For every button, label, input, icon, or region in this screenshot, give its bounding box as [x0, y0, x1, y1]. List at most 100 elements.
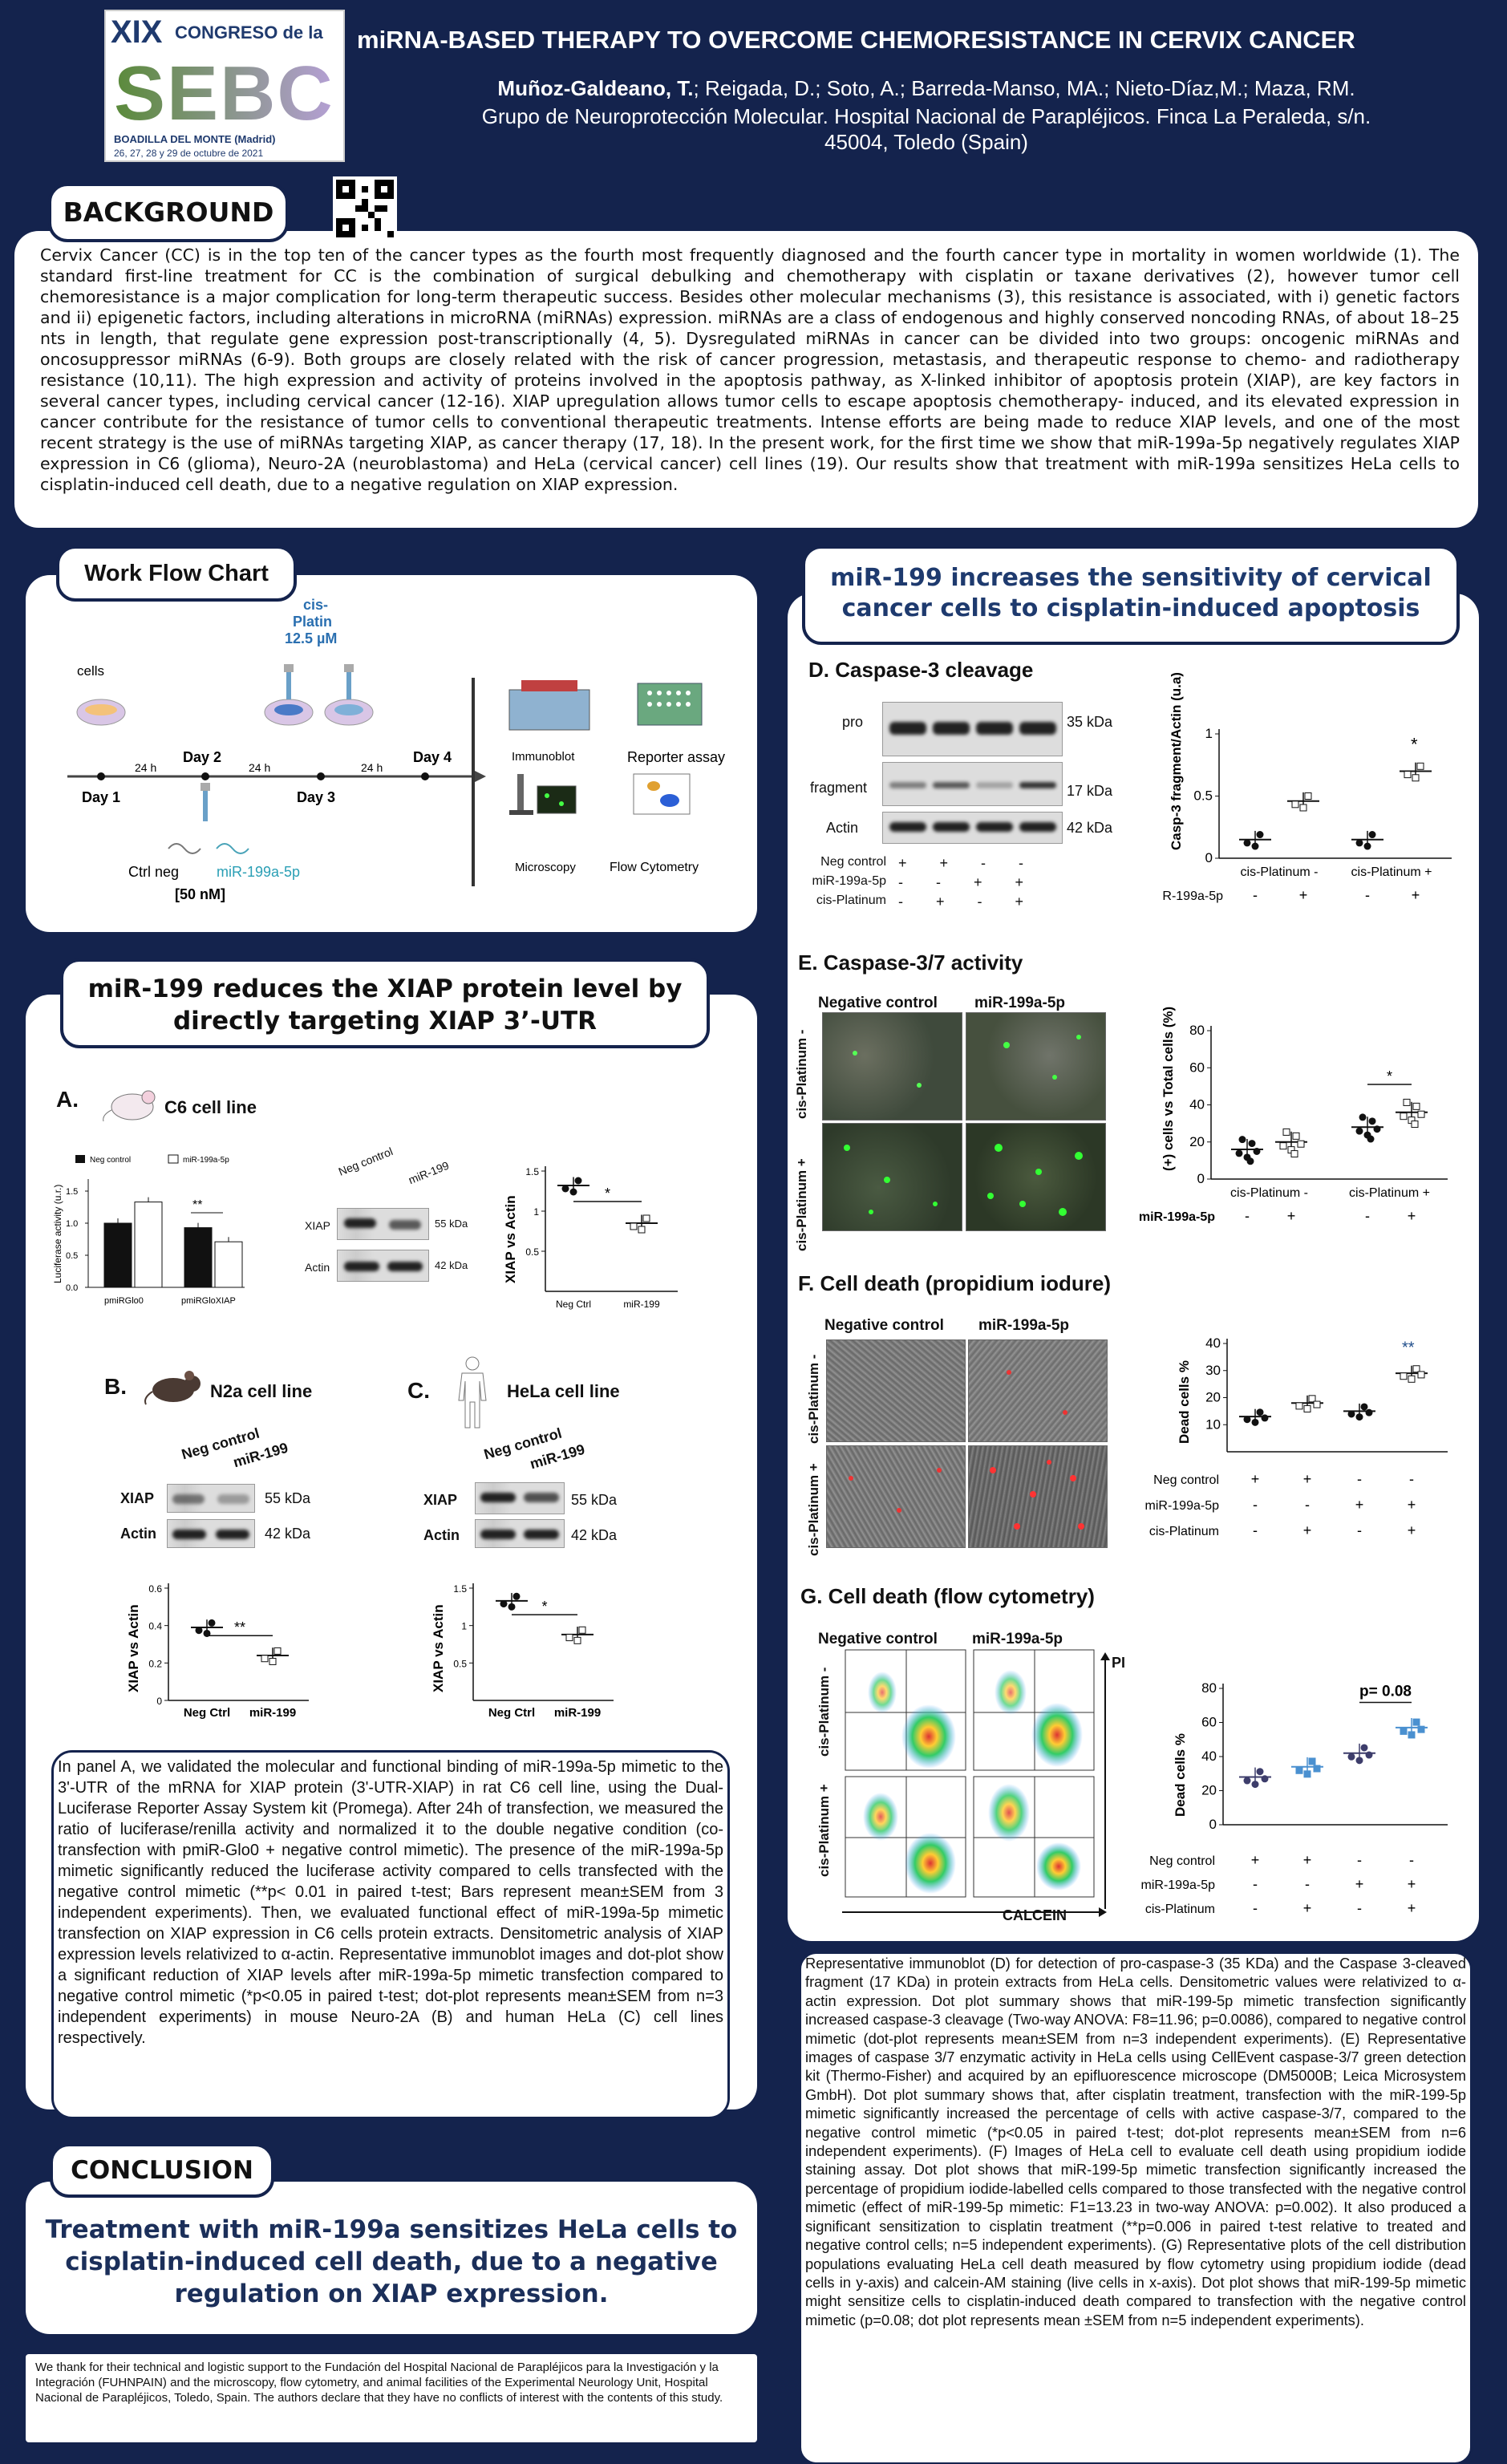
data-point [565, 1634, 573, 1642]
actin-row-label: Actin [120, 1526, 156, 1542]
data-point [638, 1226, 646, 1234]
pro-label: pro [842, 714, 864, 730]
data-point [195, 1627, 203, 1635]
petri-dish-icon [76, 699, 126, 726]
data-point [1313, 1400, 1321, 1408]
kda-17: 17 kDa [1067, 783, 1113, 799]
data-point [1291, 800, 1299, 808]
data-point [1408, 1375, 1416, 1383]
sign: - [1253, 887, 1258, 903]
data-point [1417, 1371, 1425, 1379]
y-tick-label: 0.5 [1193, 788, 1213, 804]
bar [103, 1222, 132, 1288]
data-point [1282, 1128, 1290, 1136]
data-point [1256, 831, 1264, 839]
data-point [642, 1214, 650, 1222]
data-point [1246, 1157, 1254, 1165]
logo-number: XIX [111, 14, 163, 50]
xiap-description: In panel A, we validated the molecular a… [58, 1758, 723, 2047]
x-tick-label: miR-199 [623, 1299, 660, 1310]
sign: - [1365, 1208, 1370, 1223]
data-point [1253, 1147, 1261, 1155]
sign: + [1408, 1208, 1416, 1223]
sign: - [1409, 1471, 1414, 1487]
data-point [1347, 1410, 1355, 1418]
sign: - [1357, 1852, 1362, 1868]
row-cisminus: cis-Platinum - [816, 1667, 832, 1757]
y-tick-label: 0.4 [148, 1621, 162, 1632]
n2a-dotplot: 0 0.2 0.4 0.6 ** XIAP vs Actin Neg Ctrl miR-199 [126, 1583, 309, 1720]
flow-plots [842, 1648, 1099, 1905]
sign: + [1408, 1497, 1416, 1513]
first-author: Muñoz-Galdeano, T. [497, 76, 694, 100]
actin-band [337, 1250, 429, 1282]
significance-mark: ** [192, 1198, 202, 1212]
actin-row-label: Actin [423, 1527, 460, 1543]
y-tick-label: 40 [1205, 1335, 1221, 1351]
conclusion-heading: CONCLUSION [50, 2143, 274, 2198]
c6-label: C6 cell line [164, 1097, 257, 1117]
data-point [261, 1655, 269, 1663]
data-point [630, 1222, 638, 1230]
lane-mir: miR-199 [406, 1158, 451, 1187]
pipette-icon [284, 664, 294, 699]
bar [134, 1202, 163, 1288]
x-group-label: cis-Platinum + [1351, 865, 1432, 879]
sign: + [1303, 1900, 1312, 1916]
y-tick-label: 0 [156, 1696, 162, 1707]
data-point [1251, 842, 1259, 850]
sign: - [1409, 1852, 1414, 1868]
row-cisplus: cis-Platinum + [794, 1158, 809, 1251]
caspase37-dotplot: 0 20 40 60 80 * (+) cells vs Total cells (%) ci… [1139, 1007, 1448, 1223]
day4-label: Day 4 [413, 749, 452, 765]
col-mir: miR-199a-5p [972, 1631, 1063, 1647]
y-tick-label: 0 [1209, 1817, 1217, 1832]
flow-label: Flow Cytometry [610, 861, 699, 874]
col-neg: Negative control [818, 1631, 938, 1647]
xiap-row-label: XIAP [305, 1219, 330, 1232]
significance-mark: * [541, 1599, 547, 1615]
mir-label: miR-199a-5p [217, 864, 300, 880]
kda-42: 42 kDa [571, 1527, 618, 1543]
qr-code-icon[interactable] [333, 176, 397, 241]
data-point [1373, 1125, 1381, 1133]
y-tick-label: 0 [1205, 850, 1213, 865]
sign: + [1287, 1208, 1296, 1223]
data-point [1295, 1766, 1303, 1774]
day1-label: Day 1 [82, 789, 120, 805]
congress-logo: XIX CONGRESO de la SEBC BOADILLA DEL MON… [104, 10, 345, 162]
sign: + [1303, 1852, 1312, 1868]
flow-plot [973, 1776, 1095, 1898]
sign: - [1253, 1876, 1258, 1892]
sign: + [1303, 1471, 1312, 1487]
legend-neg: Neg control [90, 1156, 131, 1165]
data-point [1292, 1132, 1300, 1140]
sign: + [1408, 1900, 1416, 1916]
data-point [1243, 1416, 1251, 1424]
conclusion-text: Treatment with miR-199a sensitizes HeLa … [45, 2215, 738, 2308]
day2-label: Day 2 [183, 749, 221, 765]
data-point [1299, 804, 1307, 812]
logo-congreso: CONGRESO de la [175, 22, 323, 43]
row-label: cis-Platinum [1145, 1903, 1215, 1916]
y-tick-label: 20 [1205, 1390, 1221, 1405]
micrograph-f4 [968, 1445, 1108, 1548]
flow-cytometry-icon [633, 773, 691, 815]
actin-label: Actin [826, 820, 859, 836]
data-point [1235, 1149, 1243, 1157]
micrograph-e4 [966, 1123, 1106, 1231]
data-point [1367, 1135, 1375, 1143]
data-point [1308, 1395, 1316, 1403]
data-point [1355, 839, 1363, 847]
data-point [1261, 1414, 1269, 1422]
bar [214, 1241, 243, 1288]
y-tick-label: 1.5 [66, 1187, 78, 1197]
data-point [1256, 1768, 1264, 1776]
row-cisplus: cis-Platinum + [816, 1784, 832, 1877]
workflow-diagram: cells Day 1 Day 2 Day 3 Day 4 24 h 24 h … [67, 597, 725, 902]
data-point [1417, 1110, 1425, 1118]
workflow-heading: Work Flow Chart [56, 545, 297, 602]
micrograph-e1 [822, 1012, 962, 1121]
row-label: cis-Platinum [1149, 1525, 1219, 1538]
sign: - [1365, 887, 1370, 903]
